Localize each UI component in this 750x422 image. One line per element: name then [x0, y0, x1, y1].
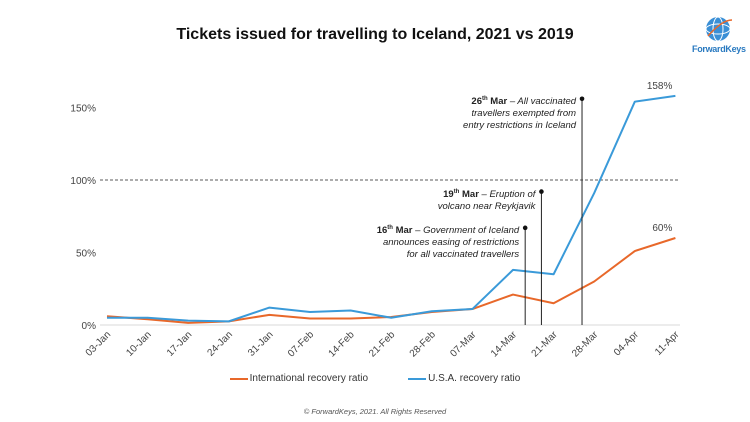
- y-tick-label: 100%: [70, 176, 96, 187]
- x-tick-label: 14-Feb: [327, 329, 357, 359]
- annotation-text: 26th Mar – All vaccinated travellers exem…: [463, 93, 576, 132]
- forwardkeys-logo: ForwardKeys: [692, 14, 746, 58]
- x-tick-label: 04-Apr: [612, 329, 641, 358]
- annotation-marker: [539, 189, 544, 194]
- annotation-marker: [579, 96, 585, 102]
- annotation-line-text: – All vaccinated: [507, 95, 577, 107]
- x-tick-label: 11-Apr: [653, 329, 682, 358]
- legend-item-international: International recovery ratio: [229, 373, 369, 384]
- x-tick-label: 10-Jan: [124, 329, 153, 358]
- annotation-text: 19th Mar – Eruption of volcano near Reykj…: [438, 186, 536, 213]
- legend: International recovery ratio U.S.A. reco…: [0, 373, 750, 384]
- legend-label: U.S.A. recovery ratio: [428, 373, 521, 384]
- x-tick-label: 28-Feb: [408, 329, 438, 359]
- annotation-date: 16th Mar: [376, 224, 413, 236]
- annotation-line-text: volcano near Reykjavik: [437, 200, 536, 212]
- y-tick-label: 50%: [76, 249, 96, 260]
- annotation-line-text: travellers exempted from: [471, 107, 577, 119]
- annotation-line-text: – Eruption of: [478, 188, 536, 200]
- annotation-date: 19th Mar: [443, 188, 479, 200]
- annotation-line-text: – Government of Iceland: [412, 225, 520, 236]
- legend-swatch: [408, 377, 427, 380]
- x-tick-label: 03-Jan: [84, 329, 113, 358]
- x-tick-label: 21-Mar: [530, 329, 561, 360]
- annotation-line-text: announces easing of restrictions: [382, 237, 520, 248]
- legend-item-usa: U.S.A. recovery ratio: [408, 373, 520, 384]
- annotation-line-text: for all vaccinated travellers: [406, 249, 520, 260]
- x-tick-label: 17-Jan: [165, 329, 194, 358]
- y-tick-label: 0%: [82, 321, 97, 332]
- copyright-footer: © ForwardKeys, 2021. All Rights Reserved: [303, 407, 447, 416]
- x-tick-label: 24-Jan: [206, 329, 235, 358]
- chart-title: Tickets issued for travelling to Iceland…: [176, 26, 574, 43]
- annotation-text: 16th Mar – Government of Iceland announce…: [377, 222, 519, 261]
- globe-icon: [705, 16, 733, 42]
- usa-series-line: [107, 94, 676, 323]
- legend-swatch: [229, 377, 248, 380]
- x-tick-label: 07-Mar: [448, 329, 479, 360]
- annotation-marker: [522, 225, 528, 231]
- x-tick-label: 28-Mar: [570, 329, 601, 360]
- x-tick-label: 14-Mar: [489, 329, 520, 360]
- legend-label: International recovery ratio: [249, 373, 369, 384]
- annotation-line-text: entry restrictions in Iceland: [463, 119, 577, 131]
- x-tick-label: 07-Feb: [286, 329, 316, 359]
- x-tick-label: 31-Jan: [246, 329, 275, 358]
- end-value-label: 60%: [652, 223, 672, 234]
- annotation-date: 26th Mar: [471, 95, 508, 107]
- x-tick-label: 21-Feb: [367, 329, 397, 359]
- end-value-label: 158%: [647, 81, 673, 92]
- y-tick-label: 150%: [70, 104, 96, 115]
- logo-text: ForwardKeys: [692, 44, 746, 54]
